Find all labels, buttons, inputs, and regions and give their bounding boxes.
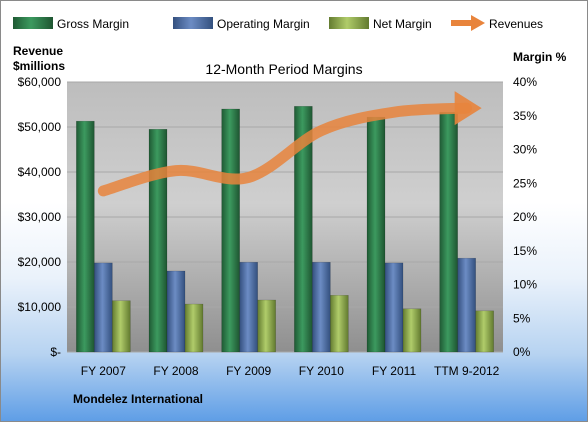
net-margin-bar <box>330 295 349 353</box>
category-label: TTM 9-2012 <box>434 364 500 378</box>
net-margin-bar <box>184 303 204 353</box>
gross-margin-bar <box>294 106 313 353</box>
net-margin-bar <box>257 299 276 353</box>
operating-margin-bar <box>166 270 186 353</box>
operating-margin-bar <box>457 257 476 353</box>
category-label: FY 2011 <box>372 364 417 378</box>
net-margin-bar <box>475 310 494 353</box>
legend-label-net-margin: Net Margin <box>373 17 432 31</box>
right-tick-label: 0% <box>513 345 531 359</box>
left-axis-ticks: $- $10,000 $20,000 $30,000 $40,000 $50,000 $60… <box>18 75 62 359</box>
gross-margin-bar <box>221 108 240 353</box>
operating-margin-bar <box>384 262 404 353</box>
operating-margin-bar <box>94 262 113 353</box>
revenue-line-arrowhead <box>454 91 482 126</box>
right-tick-label: 20% <box>513 210 537 224</box>
category-label: FY 2008 <box>153 364 198 378</box>
right-axis-label: Margin % <box>513 50 567 64</box>
right-tick-label: 40% <box>513 75 537 89</box>
right-tick-label: 5% <box>513 311 531 325</box>
right-tick-label: 35% <box>513 109 537 123</box>
gridlines <box>67 81 503 353</box>
revenue-line <box>97 102 473 197</box>
legend-swatch-net-margin <box>329 17 369 29</box>
right-axis-ticks: 0% 5% 10% 15% 20% 25% 30% 35% 40% <box>513 75 537 359</box>
left-axis-label-line1: Revenue <box>13 44 63 58</box>
chart-title: 12-Month Period Margins <box>205 61 362 77</box>
gross-margin-bar <box>76 120 95 353</box>
net-margin-bar <box>112 300 131 353</box>
left-axis-label-line2: $millions <box>13 59 65 73</box>
legend-label-gross-margin: Gross Margin <box>57 17 129 31</box>
legend-swatch-gross-margin <box>13 17 53 29</box>
category-label: FY 2009 <box>226 364 271 378</box>
left-tick-label: $10,000 <box>18 300 62 314</box>
category-label: FY 2007 <box>81 364 126 378</box>
left-tick-label: $50,000 <box>18 120 62 134</box>
right-tick-label: 10% <box>513 278 537 292</box>
operating-margin-bar <box>239 261 258 353</box>
legend-swatch-operating-margin <box>173 17 213 29</box>
left-tick-label: $60,000 <box>18 75 62 89</box>
operating-margin-bar <box>312 261 331 353</box>
right-tick-label: 15% <box>513 244 537 258</box>
left-tick-label: $20,000 <box>18 255 62 269</box>
left-tick-label: $- <box>50 345 61 359</box>
company-name: Mondelez International <box>73 392 203 406</box>
revenue-line-layer <box>97 91 482 197</box>
category-label: FY 2010 <box>299 364 344 378</box>
category-labels: FY 2007 FY 2008 FY 2009 FY 2010 FY 2011 TTM 9… <box>81 364 500 378</box>
legend-label-revenues: Revenues <box>489 17 543 31</box>
legend: Gross Margin Operating Margin Net Margin… <box>13 15 543 31</box>
right-tick-label: 25% <box>513 176 537 190</box>
right-tick-label: 30% <box>513 143 537 157</box>
gross-margin-bar <box>148 129 168 353</box>
left-tick-label: $30,000 <box>18 210 62 224</box>
legend-swatch-revenues-arrowhead <box>471 15 485 31</box>
legend-label-operating-margin: Operating Margin <box>217 17 310 31</box>
net-margin-bar <box>402 308 422 353</box>
bars <box>76 106 494 353</box>
gross-margin-bar <box>439 112 458 353</box>
left-tick-label: $40,000 <box>18 165 62 179</box>
gross-margin-bar <box>366 116 386 353</box>
